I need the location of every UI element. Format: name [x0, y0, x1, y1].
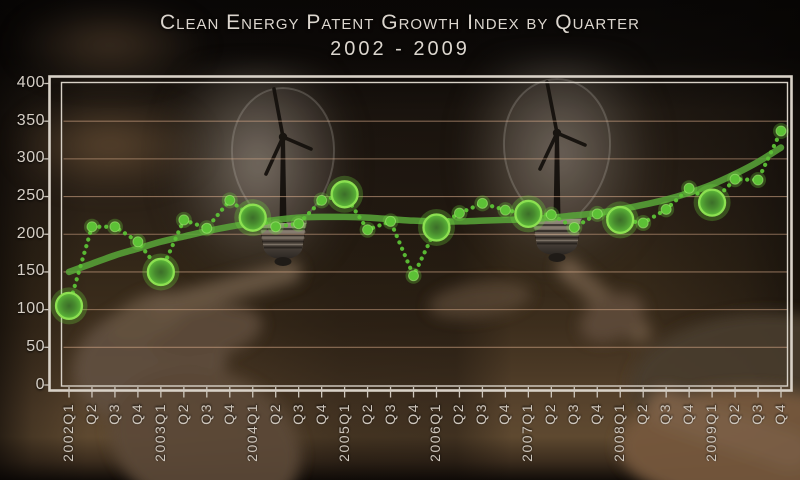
data-point-marker-Q2 — [178, 214, 190, 226]
x-tick-label-0-2002Q1: 2002Q1 — [60, 403, 76, 462]
data-point-marker-Q2 — [86, 221, 98, 233]
y-tick-label-150: 150 — [16, 262, 45, 280]
x-tick-label-27-Q4: Q4 — [680, 403, 697, 425]
x-tick-label-18-Q3: Q3 — [473, 403, 490, 425]
x-tick-label-17-Q2: Q2 — [450, 403, 467, 425]
light-band-bottom-right — [0, 90, 200, 190]
x-tick-label-14-Q3: Q3 — [381, 403, 398, 425]
y-tick-label-50: 50 — [26, 337, 45, 355]
data-point-marker-Q4 — [591, 208, 603, 220]
wind-turbine-right-icon — [538, 80, 587, 219]
y-tick-label-200: 200 — [16, 224, 45, 242]
chart-subtitle: 2002 - 2009 — [330, 38, 470, 60]
x-tick-label-1-Q2: Q2 — [82, 403, 99, 425]
x-tick-label-24-2008Q1: 2008Q1 — [611, 403, 628, 462]
data-point-marker-large-2007Q1 — [514, 199, 543, 229]
x-tick-label-13-Q2: Q2 — [358, 403, 375, 425]
x-tick-label-23-Q4: Q4 — [588, 403, 605, 425]
y-tick-label-100: 100 — [16, 300, 45, 318]
data-point-marker-large-2005Q1 — [330, 180, 359, 209]
x-tick-label-8-2004Q1: 2004Q1 — [243, 403, 260, 462]
plot-frame-outer — [48, 75, 793, 392]
data-point-marker-Q3 — [293, 218, 305, 230]
x-tick-label-21-Q2: Q2 — [542, 403, 559, 425]
x-tick-label-30-Q3: Q3 — [749, 403, 766, 425]
data-point-marker-large-2004Q1 — [238, 203, 267, 232]
data-point-marker-Q3 — [109, 221, 121, 233]
x-tick-label-11-Q4: Q4 — [312, 403, 329, 425]
data-point-marker-Q4 — [499, 204, 511, 216]
x-tick-label-12-2005Q1: 2005Q1 — [335, 403, 352, 462]
y-tick-label-400: 400 — [16, 74, 45, 91]
x-tick-label-28-2009Q1: 2009Q1 — [703, 403, 720, 462]
x-tick-label-4-2003Q1: 2003Q1 — [151, 403, 168, 462]
data-point-marker-Q4 — [316, 194, 328, 206]
x-tick-label-5-Q2: Q2 — [174, 403, 191, 425]
data-point-marker-Q2 — [270, 221, 282, 233]
y-tick-label-250: 250 — [16, 187, 45, 205]
data-point-marker-Q4 — [408, 270, 420, 282]
x-tick-label-19-Q4: Q4 — [496, 403, 513, 425]
data-point-marker-Q3 — [660, 203, 672, 215]
light-band-bottom-left — [0, 0, 220, 90]
data-point-marker-Q4 — [775, 125, 787, 137]
x-tick-label-6-Q3: Q3 — [197, 403, 214, 425]
x-tick-label-3-Q4: Q4 — [128, 403, 145, 425]
data-point-marker-Q3 — [752, 174, 764, 186]
data-point-marker-Q2 — [545, 209, 557, 221]
data-point-marker-Q2 — [637, 217, 649, 229]
data-point-marker-Q4 — [224, 194, 236, 206]
data-point-marker-Q4 — [132, 236, 144, 248]
data-point-marker-large-2006Q1 — [422, 213, 451, 242]
pointing-finger-bottom-right — [618, 388, 800, 480]
x-tick-label-25-Q2: Q2 — [634, 403, 651, 425]
plot-frame-inner — [60, 81, 789, 387]
data-point-marker-Q2 — [362, 224, 374, 236]
chart-header: Clean Energy Patent Growth Index by Quar… — [0, 10, 800, 62]
data-point-marker-large-2009Q1 — [697, 188, 727, 217]
x-tick-label-29-Q2: Q2 — [726, 403, 743, 425]
data-point-marker-Q3 — [476, 197, 488, 209]
data-point-marker-large-2002Q1 — [54, 291, 84, 321]
x-tick-label-22-Q3: Q3 — [565, 403, 582, 425]
x-tick-label-15-Q4: Q4 — [404, 403, 421, 425]
data-point-marker-large-2008Q1 — [606, 205, 635, 235]
data-point-marker-Q3 — [568, 221, 580, 233]
x-tick-label-10-Q3: Q3 — [289, 403, 306, 425]
y-tick-label-350: 350 — [16, 111, 45, 129]
x-tick-label-26-Q3: Q3 — [657, 403, 674, 425]
x-tick-label-20-2007Q1: 2007Q1 — [519, 403, 536, 462]
dotted-line-series — [66, 128, 784, 308]
x-tick-label-7-Q4: Q4 — [220, 403, 237, 425]
data-point-marker-Q4 — [683, 182, 695, 194]
y-tick-label-0: 0 — [35, 375, 45, 393]
data-point-marker-Q3 — [201, 222, 213, 234]
data-point-marker-large-2003Q1 — [146, 257, 176, 287]
data-point-marker-Q2 — [453, 207, 465, 219]
y-tick-label-300: 300 — [16, 149, 45, 167]
data-point-marker-Q2 — [729, 173, 741, 185]
chart-title: Clean Energy Patent Growth Index by Quar… — [159, 11, 640, 34]
left-hand — [73, 260, 302, 480]
x-tick-label-31-Q4: Q4 — [772, 403, 788, 425]
x-tick-label-2-Q3: Q3 — [105, 403, 122, 425]
x-tick-label-16-2006Q1: 2006Q1 — [427, 403, 444, 462]
x-tick-label-9-Q2: Q2 — [266, 403, 283, 425]
data-point-marker-Q3 — [385, 215, 397, 227]
